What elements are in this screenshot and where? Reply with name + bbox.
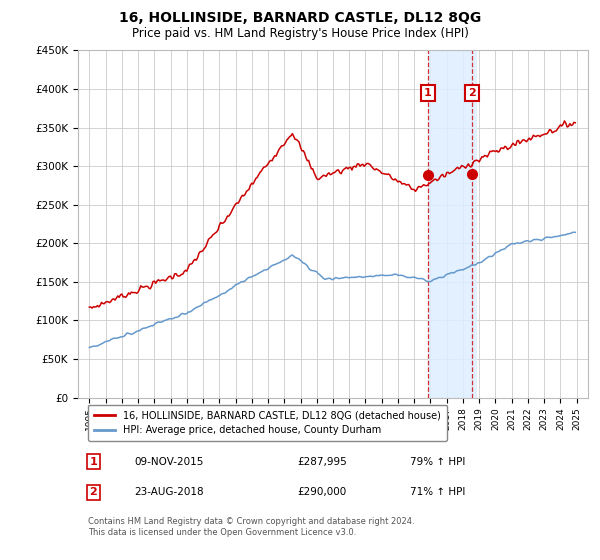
Text: 71% ↑ HPI: 71% ↑ HPI xyxy=(409,487,465,497)
Text: £290,000: £290,000 xyxy=(297,487,347,497)
Text: 2: 2 xyxy=(469,88,476,98)
Text: 1: 1 xyxy=(424,88,431,98)
Text: 79% ↑ HPI: 79% ↑ HPI xyxy=(409,456,465,466)
Text: 2: 2 xyxy=(89,487,97,497)
Text: 16, HOLLINSIDE, BARNARD CASTLE, DL12 8QG: 16, HOLLINSIDE, BARNARD CASTLE, DL12 8QG xyxy=(119,11,481,25)
Text: 09-NOV-2015: 09-NOV-2015 xyxy=(134,456,203,466)
Text: £287,995: £287,995 xyxy=(297,456,347,466)
Text: Price paid vs. HM Land Registry's House Price Index (HPI): Price paid vs. HM Land Registry's House … xyxy=(131,27,469,40)
Text: 1: 1 xyxy=(89,456,97,466)
Text: Contains HM Land Registry data © Crown copyright and database right 2024.
This d: Contains HM Land Registry data © Crown c… xyxy=(88,517,415,537)
Legend: 16, HOLLINSIDE, BARNARD CASTLE, DL12 8QG (detached house), HPI: Average price, d: 16, HOLLINSIDE, BARNARD CASTLE, DL12 8QG… xyxy=(88,404,446,441)
Bar xyxy=(428,50,477,398)
Text: 23-AUG-2018: 23-AUG-2018 xyxy=(134,487,204,497)
